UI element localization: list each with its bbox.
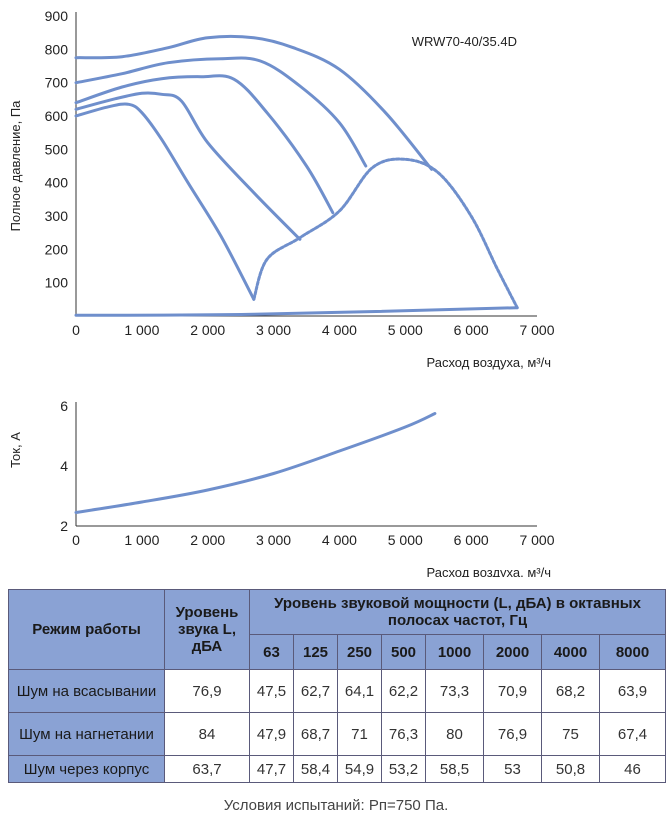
y-tick-label: 500 bbox=[45, 141, 69, 157]
x-tick-label: 1 000 bbox=[124, 532, 159, 548]
y-tick-label: 300 bbox=[45, 208, 69, 224]
frequency-header: 4000 bbox=[541, 634, 600, 670]
header-mode: Режим работы bbox=[8, 589, 165, 670]
test-conditions-note: Условия испытаний: Рп=750 Па. bbox=[223, 797, 449, 814]
x-tick-label: 5 000 bbox=[388, 322, 423, 338]
x-axis-label: Расход воздуха, м³/ч bbox=[426, 565, 551, 577]
x-tick-label: 6 000 bbox=[454, 532, 489, 548]
frequency-header: 8000 bbox=[599, 634, 666, 670]
x-tick-label: 3 000 bbox=[256, 322, 291, 338]
y-tick-label: 4 bbox=[60, 458, 68, 474]
x-tick-label: 0 bbox=[72, 322, 80, 338]
x-tick-label: 7 000 bbox=[519, 532, 554, 548]
y-tick-label: 2 bbox=[60, 518, 68, 534]
y-axis-label: Полное давление, Па bbox=[8, 100, 23, 232]
x-tick-label: 5 000 bbox=[388, 532, 423, 548]
series-line-7 bbox=[74, 306, 519, 317]
x-tick-label: 1 000 bbox=[124, 322, 159, 338]
sound-power-cell: 70,9 bbox=[483, 669, 542, 713]
sound-level-cell: 63,7 bbox=[164, 755, 250, 783]
sound-power-cell: 47,9 bbox=[249, 712, 294, 756]
sound-power-cell: 80 bbox=[425, 712, 484, 756]
x-tick-label: 2 000 bbox=[190, 532, 225, 548]
series-line-1 bbox=[74, 34, 434, 171]
frequency-header: 500 bbox=[381, 634, 426, 670]
x-axis-label: Расход воздуха, м³/ч bbox=[426, 355, 551, 370]
y-tick-label: 800 bbox=[45, 41, 69, 57]
x-tick-label: 7 000 bbox=[519, 322, 554, 338]
series-line-2 bbox=[74, 56, 368, 168]
sound-power-cell: 71 bbox=[337, 712, 382, 756]
sound-power-cell: 76,3 bbox=[381, 712, 426, 756]
frequency-header: 250 bbox=[337, 634, 382, 670]
y-tick-label: 6 bbox=[60, 398, 68, 414]
y-axis-label: Ток, А bbox=[8, 432, 23, 468]
series-line-4 bbox=[74, 91, 302, 241]
series-line-3 bbox=[74, 74, 335, 215]
sound-level-cell: 76,9 bbox=[164, 669, 250, 713]
x-tick-label: 2 000 bbox=[190, 322, 225, 338]
table-row: Шум на всасывании 76,9 47,5 62,7 64,1 62,2 73,… bbox=[8, 669, 666, 713]
sound-power-cell: 62,7 bbox=[293, 669, 338, 713]
header-sound-power: Уровень звуковой мощности (L, дБА) в окт… bbox=[249, 589, 666, 635]
sound-power-cell: 73,3 bbox=[425, 669, 484, 713]
x-tick-label: 6 000 bbox=[454, 322, 489, 338]
y-tick-label: 400 bbox=[45, 175, 69, 191]
pressure-chart: 0 1 000 2 000 3 000 4 000 5 000 6 000 7 000 100 2… bbox=[8, 8, 555, 370]
x-tick-label: 4 000 bbox=[322, 322, 357, 338]
sound-level-cell: 84 bbox=[164, 712, 250, 756]
sound-power-cell: 63,9 bbox=[599, 669, 666, 713]
sound-power-cell: 46 bbox=[599, 755, 666, 783]
noise-table: Режим работы Уровень звука L, дБА Уровен… bbox=[8, 589, 666, 783]
x-tick-label: 3 000 bbox=[256, 532, 291, 548]
noise-mode-cell: Шум через корпус bbox=[8, 755, 165, 783]
frequency-header: 125 bbox=[293, 634, 338, 670]
sound-power-cell: 76,9 bbox=[483, 712, 542, 756]
sound-power-cell: 64,1 bbox=[337, 669, 382, 713]
sound-power-cell: 58,4 bbox=[293, 755, 338, 783]
series-line-1 bbox=[74, 412, 437, 514]
y-tick-label: 100 bbox=[45, 275, 69, 291]
x-tick-label: 4 000 bbox=[322, 532, 357, 548]
noise-mode-cell: Шум на всасывании bbox=[8, 669, 165, 713]
y-tick-label: 700 bbox=[45, 75, 69, 91]
y-tick-label: 900 bbox=[45, 8, 69, 24]
sound-power-cell: 47,5 bbox=[249, 669, 294, 713]
current-chart: 0 1 000 2 000 3 000 4 000 5 000 6 000 7 000 2 4 6 Р… bbox=[8, 398, 555, 577]
sound-power-cell: 47,7 bbox=[249, 755, 294, 783]
model-label: WRW70-40/35.4D bbox=[412, 34, 517, 49]
sound-power-cell: 54,9 bbox=[337, 755, 382, 783]
frequency-header: 1000 bbox=[425, 634, 484, 670]
sound-power-cell: 50,8 bbox=[541, 755, 600, 783]
y-tick-label: 600 bbox=[45, 108, 69, 124]
frequency-header: 63 bbox=[249, 634, 294, 670]
sound-power-cell: 53,2 bbox=[381, 755, 426, 783]
sound-power-cell: 62,2 bbox=[381, 669, 426, 713]
sound-power-cell: 68,2 bbox=[541, 669, 600, 713]
noise-mode-cell: Шум на нагнетании bbox=[8, 712, 165, 756]
sound-power-cell: 68,7 bbox=[293, 712, 338, 756]
efficiency-boundary-line bbox=[252, 157, 519, 310]
table-row: Шум на нагнетании 84 47,9 68,7 71 76,3 80 76,9 7… bbox=[8, 712, 666, 756]
sound-power-cell: 58,5 bbox=[425, 755, 484, 783]
sound-power-cell: 53 bbox=[483, 755, 542, 783]
table-row: Шум через корпус 63,7 47,7 58,4 54,9 53,2 58,5… bbox=[8, 755, 666, 783]
y-tick-label: 200 bbox=[45, 241, 69, 257]
frequency-header: 2000 bbox=[483, 634, 542, 670]
series-line-5 bbox=[74, 102, 256, 301]
sound-power-cell: 75 bbox=[541, 712, 600, 756]
header-sound-level: Уровень звука L, дБА bbox=[164, 589, 250, 670]
x-tick-label: 0 bbox=[72, 532, 80, 548]
sound-power-cell: 67,4 bbox=[599, 712, 666, 756]
